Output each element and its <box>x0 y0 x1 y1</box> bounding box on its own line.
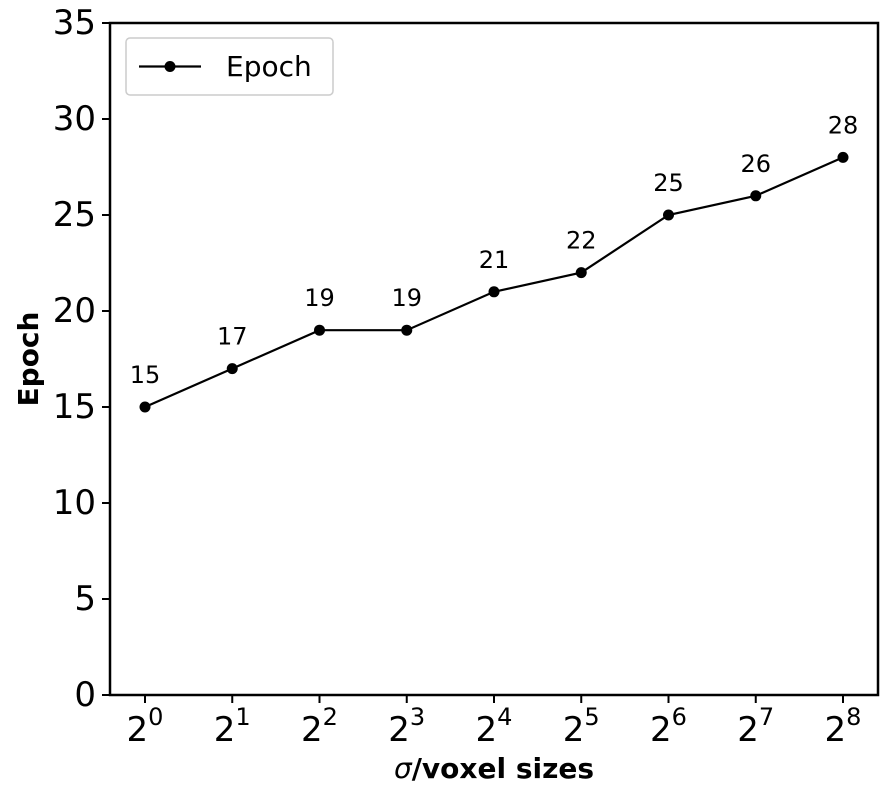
x-tick-label: 21 <box>214 703 251 750</box>
data-label: 19 <box>304 284 335 312</box>
data-point <box>139 401 151 413</box>
legend-label: Epoch <box>226 50 312 83</box>
x-tick-label: 27 <box>737 703 774 750</box>
legend: Epoch <box>125 37 334 96</box>
data-label: 17 <box>217 323 248 351</box>
data-point <box>488 286 500 298</box>
data-point <box>663 209 674 221</box>
y-tick-label: 20 <box>53 291 96 331</box>
data-point <box>575 267 587 279</box>
data-label: 25 <box>653 169 684 197</box>
y-tick-label: 25 <box>53 195 96 235</box>
data-label: 19 <box>391 284 422 312</box>
legend-marker <box>164 61 176 72</box>
x-tick-label: 22 <box>301 703 338 750</box>
plot-frame <box>108 21 880 697</box>
y-tick-label: 5 <box>74 579 96 619</box>
x-tick-label: 28 <box>825 703 862 750</box>
data-label: 21 <box>479 246 510 274</box>
data-label: 26 <box>740 150 771 178</box>
x-tick-label: 23 <box>388 703 425 750</box>
x-tick-label: 26 <box>650 703 687 750</box>
y-tick-label: 0 <box>74 675 96 715</box>
y-axis-label: Epoch <box>12 312 45 407</box>
y-tick-label: 15 <box>53 387 96 427</box>
data-point <box>314 324 325 336</box>
legend-box <box>125 37 334 96</box>
data-label: 15 <box>130 361 161 389</box>
series-line <box>144 156 844 409</box>
data-point <box>837 151 849 163</box>
x-tick-label: 24 <box>476 703 513 750</box>
y-tick-label: 35 <box>53 3 96 43</box>
x-tick-label: 20 <box>127 703 164 750</box>
data-label: 22 <box>566 227 597 255</box>
data-point <box>226 363 238 375</box>
x-tick-label: 25 <box>563 703 600 750</box>
data-point <box>401 324 413 336</box>
y-tick-label: 30 <box>53 99 96 139</box>
data-label: 28 <box>828 111 859 139</box>
x-axis-label: σ/voxel sizes <box>394 752 594 785</box>
y-tick-label: 10 <box>53 483 96 523</box>
data-point <box>750 190 762 202</box>
